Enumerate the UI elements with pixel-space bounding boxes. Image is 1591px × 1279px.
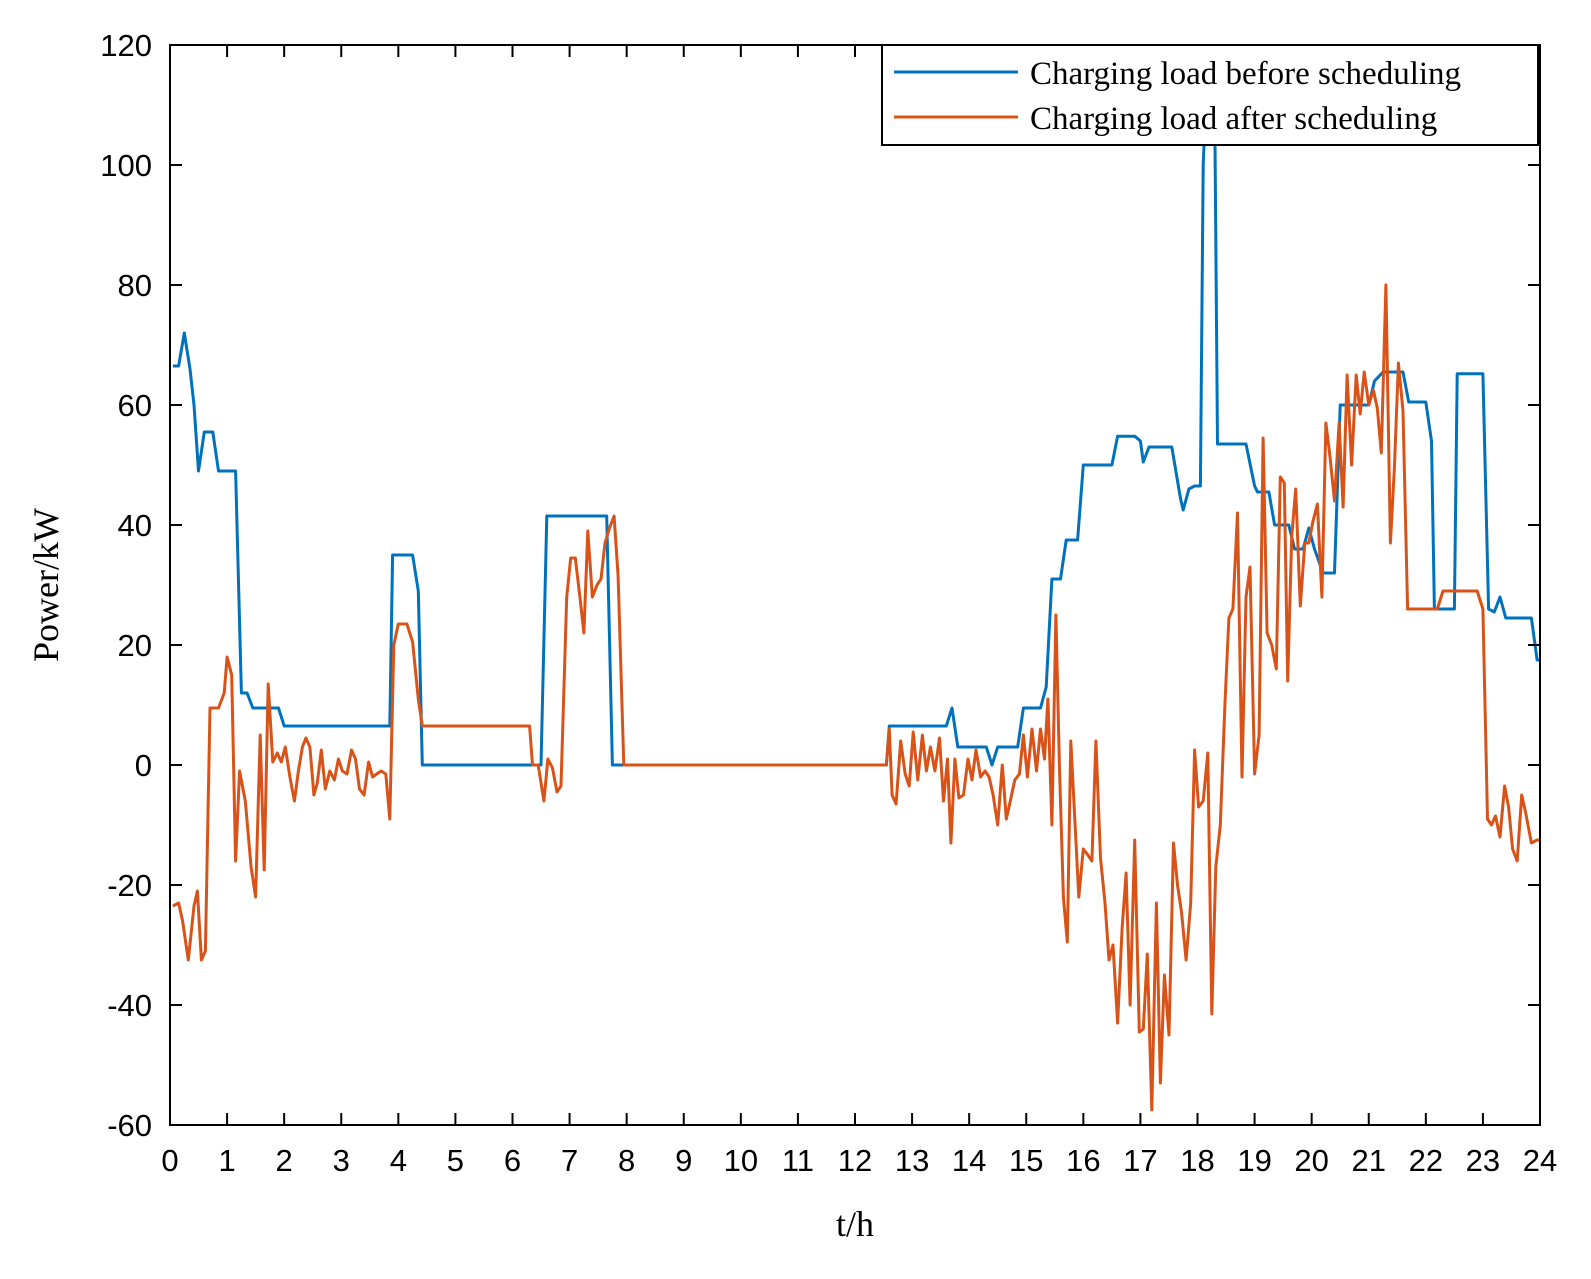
series-line-before-scheduling xyxy=(172,91,1540,767)
x-tick-label: 10 xyxy=(724,1143,758,1178)
series-line-after-scheduling xyxy=(172,283,1540,1112)
y-tick-label: 40 xyxy=(118,508,152,543)
x-tick-label: 23 xyxy=(1466,1143,1500,1178)
x-tick-label: 20 xyxy=(1294,1143,1328,1178)
x-tick-label: 22 xyxy=(1409,1143,1443,1178)
x-tick-label: 13 xyxy=(895,1143,929,1178)
x-tick-label: 18 xyxy=(1180,1143,1214,1178)
x-tick-label: 3 xyxy=(333,1143,350,1178)
x-axis-label: t/h xyxy=(836,1204,874,1244)
x-tick-label: 4 xyxy=(390,1143,407,1178)
y-tick-label: 120 xyxy=(100,28,152,63)
plot-area xyxy=(172,91,1540,1112)
y-axis-label: Power/kW xyxy=(26,508,66,662)
x-tick-label: 12 xyxy=(838,1143,872,1178)
y-tick-label: -20 xyxy=(107,868,152,903)
x-tick-label: 15 xyxy=(1009,1143,1043,1178)
x-tick-label: 0 xyxy=(161,1143,178,1178)
legend: Charging load before scheduling Charging… xyxy=(881,44,1539,146)
x-tick-label: 6 xyxy=(504,1143,521,1178)
x-tick-label: 14 xyxy=(952,1143,986,1178)
y-tick-label: 100 xyxy=(100,148,152,183)
y-tick-label: 80 xyxy=(118,268,152,303)
x-tick-label: 11 xyxy=(782,1143,814,1178)
x-tick-label: 7 xyxy=(561,1143,578,1178)
x-tick-label: 1 xyxy=(218,1143,235,1178)
x-tick-label: 24 xyxy=(1523,1143,1557,1178)
x-tick-label: 17 xyxy=(1123,1143,1157,1178)
x-tick-label: 8 xyxy=(618,1143,635,1178)
axis-ticks: 0 1 2 3 4 5 6 7 8 9 10 11 12 13 14 15 16 17 18 19 20 21 22 23 24… xyxy=(100,28,1557,1178)
y-tick-label: -40 xyxy=(107,988,152,1023)
x-tick-label: 9 xyxy=(675,1143,692,1178)
x-tick-label: 16 xyxy=(1066,1143,1100,1178)
y-tick-label: 20 xyxy=(118,628,152,663)
y-tick-label: 0 xyxy=(135,748,152,783)
legend-label-after: Charging load after scheduling xyxy=(1030,101,1437,137)
legend-box xyxy=(881,44,1539,146)
x-tick-label: 21 xyxy=(1352,1143,1386,1178)
y-tick-label: -60 xyxy=(107,1108,152,1143)
x-tick-label: 2 xyxy=(276,1143,293,1178)
y-tick-label: 60 xyxy=(118,388,152,423)
x-tick-label: 5 xyxy=(447,1143,464,1178)
legend-label-before: Charging load before scheduling xyxy=(1030,56,1461,92)
x-tick-label: 19 xyxy=(1237,1143,1271,1178)
